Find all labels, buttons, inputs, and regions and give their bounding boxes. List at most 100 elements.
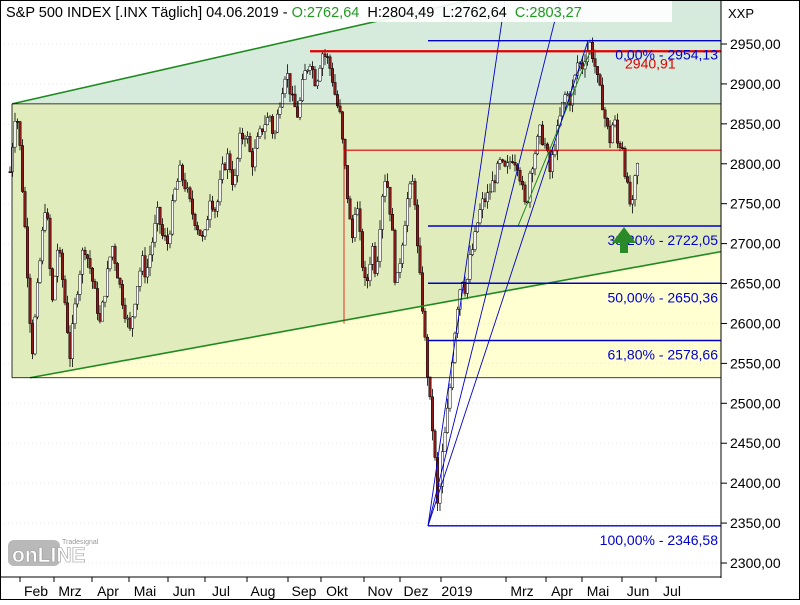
candle-body: [434, 431, 436, 458]
price-tick-label: 2650,00: [730, 276, 781, 292]
candle-body: [376, 261, 378, 273]
candle-body: [114, 246, 116, 263]
candle-body: [324, 54, 326, 57]
candle-body: [619, 143, 621, 147]
candle-body: [426, 337, 428, 377]
candle-body: [224, 164, 226, 170]
candle-body: [74, 304, 76, 324]
candle-body: [534, 154, 536, 169]
candle-body: [111, 246, 113, 257]
candle-body: [349, 199, 351, 219]
candle-body: [404, 226, 406, 246]
time-tick-label: Aug: [251, 583, 276, 599]
candle-body: [104, 296, 106, 302]
candle-body: [14, 121, 16, 147]
price-tick-label: 2350,00: [730, 515, 781, 531]
candle-body: [176, 181, 178, 189]
candle-body: [561, 102, 563, 116]
candle-body: [291, 94, 293, 95]
candle-body: [409, 184, 411, 199]
chart-title: S&P 500 INDEX [.INX Täglich] 04.06.2019: [6, 5, 279, 21]
candle-body: [636, 163, 638, 175]
candle-body: [616, 120, 618, 143]
candle-body: [126, 318, 128, 319]
candle-body: [39, 261, 41, 283]
candle-body: [199, 230, 201, 236]
candle-body: [264, 125, 266, 132]
price-tick-label: 2600,00: [730, 315, 781, 331]
candle-body: [366, 278, 368, 281]
candle-body: [449, 388, 451, 408]
candle-body: [276, 114, 278, 132]
fib-level-label: 61,80% - 2578,66: [607, 347, 718, 363]
candle-body: [179, 165, 181, 181]
price-tick-label: 2550,00: [730, 355, 781, 371]
candle-body: [499, 160, 501, 164]
candle-body: [271, 116, 273, 133]
candle-body: [216, 202, 218, 211]
candle-body: [624, 148, 626, 176]
candle-body: [54, 276, 56, 300]
candle-body: [226, 154, 228, 170]
candle-body: [396, 272, 398, 282]
candle-body: [474, 232, 476, 250]
candle-body: [536, 136, 538, 153]
time-tick-label: Mrz: [58, 583, 81, 599]
price-tick-label: 2500,00: [730, 395, 781, 411]
candle-body: [381, 196, 383, 229]
candle-body: [359, 209, 361, 232]
price-tick-label: 2700,00: [730, 236, 781, 252]
candle-body: [186, 188, 188, 189]
time-tick-label: Mai: [587, 583, 610, 599]
candle-body: [56, 250, 58, 276]
candle-body: [236, 159, 238, 176]
candle-body: [51, 269, 53, 300]
candle-body: [304, 71, 306, 80]
candle-body: [281, 94, 283, 107]
close-value: C:2803,27: [515, 5, 582, 21]
time-tick-label: Sep: [292, 583, 317, 599]
candle-body: [486, 193, 488, 202]
candle-body: [416, 205, 418, 246]
candle-body: [24, 192, 26, 227]
candle-body: [306, 70, 308, 71]
candle-body: [76, 294, 78, 304]
candle-body: [594, 59, 596, 67]
candle-body: [151, 242, 153, 255]
candle-body: [419, 246, 421, 273]
candle-body: [481, 199, 483, 210]
logo-wordmark: onLINE: [12, 544, 86, 567]
candle-body: [239, 133, 241, 158]
candle-body: [191, 199, 193, 214]
candle-body: [566, 94, 568, 95]
time-tick-label: Jun: [173, 583, 196, 599]
time-tick-label: Nov: [368, 583, 393, 599]
candle-body: [219, 180, 221, 202]
candle-body: [519, 170, 521, 181]
candle-body: [249, 136, 251, 151]
candle-body: [84, 250, 86, 255]
candle-body: [96, 288, 98, 313]
candle-body: [609, 126, 611, 143]
candle-body: [269, 116, 271, 117]
candle-body: [119, 278, 121, 284]
candle-body: [296, 107, 298, 117]
candle-body: [101, 302, 103, 321]
candle-body: [301, 79, 303, 100]
candle-body: [246, 136, 248, 138]
candle-body: [34, 317, 36, 354]
candle-body: [384, 181, 386, 196]
candle-body: [369, 264, 371, 280]
candle-body: [121, 284, 123, 305]
price-tick-label: 2850,00: [730, 116, 781, 132]
candle-body: [206, 220, 208, 230]
candle-body: [634, 176, 636, 200]
time-tick-label: Jul: [663, 583, 681, 599]
candle-body: [229, 154, 231, 170]
candle-body: [259, 129, 261, 137]
candle-body: [274, 132, 276, 133]
candle-body: [379, 229, 381, 261]
candle-body: [124, 305, 126, 318]
time-tick-label: Apr: [551, 583, 573, 599]
